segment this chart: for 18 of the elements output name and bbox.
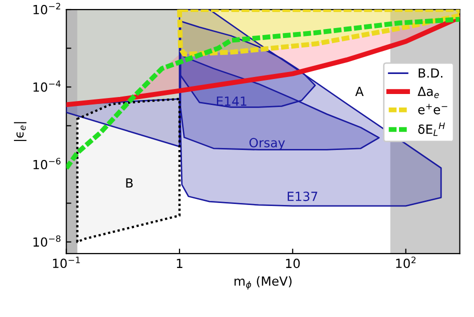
y-tick-label: 10$^{−8}$ xyxy=(33,235,60,247)
annotation: A xyxy=(355,86,364,96)
x-tick-label: 10$^{−1}$ xyxy=(53,256,80,268)
annotation: Orsay xyxy=(249,138,285,150)
legend-label: e$^{+}$e$^{−}$ xyxy=(418,104,448,114)
y-axis-title: |ϵ$_{e}$| xyxy=(14,122,26,141)
y-tick-label: 10$^{−6}$ xyxy=(33,158,60,170)
x-axis-title: m$_{ϕ}$ (MeV) xyxy=(234,276,292,290)
annotation: E137 xyxy=(288,192,318,202)
legend-label: B.D. xyxy=(418,68,442,78)
annotation: B xyxy=(126,178,133,188)
x-tick-label: 10 xyxy=(286,258,300,268)
legend-label: δE$_{L}$$^{H}$ xyxy=(418,122,445,136)
x-tick-label: 1 xyxy=(176,258,182,268)
legend-label: Δa$_{e}$ xyxy=(418,86,439,98)
y-tick-label: 10$^{−2}$ xyxy=(33,2,60,14)
x-tick-label: 10$^{2}$ xyxy=(396,256,416,268)
y-tick-label: 10$^{−4}$ xyxy=(33,80,61,92)
